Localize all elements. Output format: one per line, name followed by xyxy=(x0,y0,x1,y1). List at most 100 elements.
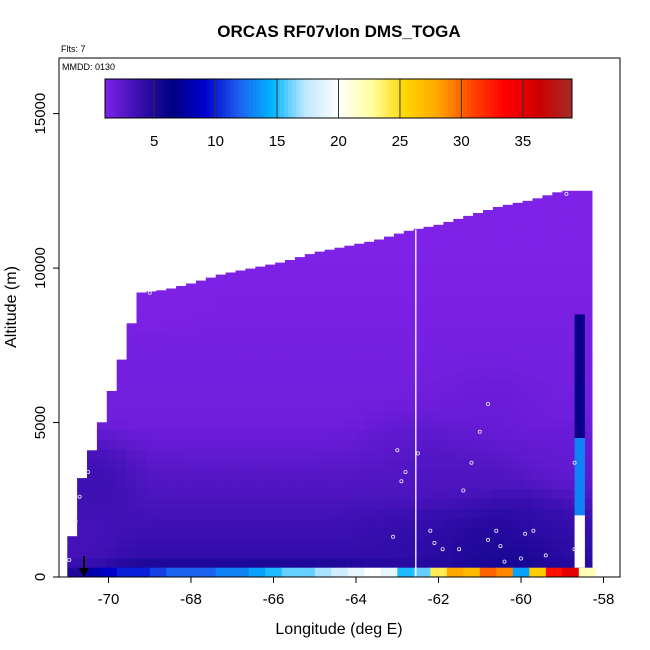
heatmap-cell xyxy=(562,478,573,490)
heatmap-cell xyxy=(195,518,207,529)
surface-cell xyxy=(562,567,580,577)
heatmap-cell xyxy=(245,271,256,282)
heatmap-cell xyxy=(245,340,256,351)
heatmap-cell xyxy=(106,478,118,490)
heatmap-cell xyxy=(186,508,197,519)
heatmap-cell xyxy=(225,290,237,302)
sample-point xyxy=(523,531,528,536)
heatmap-cell xyxy=(126,419,138,430)
heatmap-cell xyxy=(502,221,514,233)
heatmap-cell xyxy=(492,300,504,312)
date-label: MMDD: 0130 xyxy=(62,62,115,72)
heatmap-cell xyxy=(255,548,266,559)
heatmap-cell xyxy=(334,409,345,421)
heatmap-cell xyxy=(285,498,296,509)
heatmap-cell xyxy=(225,409,237,421)
heatmap-cell xyxy=(265,300,276,312)
heatmap-cell xyxy=(245,300,256,312)
heatmap-cell xyxy=(572,202,583,213)
heatmap-cell xyxy=(215,488,227,500)
colorbar-swatch xyxy=(501,79,507,118)
heatmap-cell xyxy=(255,340,266,351)
heatmap-cell xyxy=(384,399,395,411)
heatmap-cell xyxy=(87,518,98,529)
heatmap-cell xyxy=(344,320,355,332)
heatmap-cell xyxy=(285,548,296,559)
heatmap-cell xyxy=(344,310,355,322)
heatmap-cell xyxy=(492,241,504,252)
heatmap-cell xyxy=(532,459,543,470)
heatmap-cell xyxy=(384,379,395,391)
heatmap-cell xyxy=(304,261,316,272)
heatmap-cell xyxy=(502,330,514,341)
heatmap-cell xyxy=(522,389,534,401)
heatmap-cell xyxy=(136,379,147,391)
heatmap-cell xyxy=(275,557,286,569)
surface-cell xyxy=(149,567,167,577)
heatmap-cell xyxy=(334,538,345,549)
heatmap-cell xyxy=(156,508,167,519)
heatmap-cell xyxy=(473,330,484,341)
sample-point xyxy=(469,460,474,465)
heatmap-cell xyxy=(463,215,474,223)
heatmap-cell xyxy=(473,389,484,401)
heatmap-cell xyxy=(532,548,543,559)
heatmap-cell xyxy=(285,261,296,272)
sample-point xyxy=(502,559,507,564)
heatmap-cell xyxy=(156,300,167,312)
heatmap-cell xyxy=(492,419,504,430)
heatmap-cell xyxy=(542,389,553,401)
heatmap-cell xyxy=(195,330,207,341)
heatmap-cell xyxy=(126,323,138,332)
heatmap-cell xyxy=(384,449,395,460)
heatmap-cell xyxy=(512,350,524,361)
heatmap-cell xyxy=(235,449,246,460)
heatmap-cell xyxy=(285,330,296,341)
heatmap-cell xyxy=(374,399,385,411)
heatmap-cell xyxy=(304,281,316,292)
heatmap-cell xyxy=(384,281,395,292)
heatmap-cell xyxy=(423,340,435,351)
heatmap-cell xyxy=(304,310,316,322)
surface-cell xyxy=(298,567,316,577)
heatmap-cell xyxy=(146,310,157,322)
heatmap-cell xyxy=(215,419,227,430)
sample-point xyxy=(477,429,482,434)
colorbar-swatch xyxy=(357,79,363,118)
heatmap-cell xyxy=(225,518,237,529)
heatmap-cell xyxy=(245,350,256,361)
heatmap-cell xyxy=(324,379,336,391)
heatmap-cell xyxy=(473,399,484,411)
heatmap-cell xyxy=(393,557,405,569)
heatmap-cell xyxy=(522,300,534,312)
heatmap-cell xyxy=(235,557,246,569)
heatmap-cell xyxy=(562,281,573,292)
colorbar-swatch xyxy=(268,79,273,118)
heatmap-cell xyxy=(492,379,504,391)
heatmap-cell xyxy=(582,192,593,203)
heatmap-cell xyxy=(582,439,593,450)
heatmap-cell xyxy=(364,439,375,450)
heatmap-cell xyxy=(473,360,484,371)
heatmap-cell xyxy=(324,538,336,549)
heatmap-cell xyxy=(334,468,345,480)
heatmap-cell xyxy=(195,280,207,282)
heatmap-cell xyxy=(542,459,553,470)
heatmap-cell xyxy=(413,528,425,539)
heatmap-cell xyxy=(582,468,593,480)
heatmap-cell xyxy=(354,459,365,470)
heatmap-cell xyxy=(116,478,128,490)
heatmap-cell xyxy=(542,508,553,519)
heatmap-cell xyxy=(166,370,177,381)
heatmap-cell xyxy=(473,320,484,332)
heatmap-cell xyxy=(285,518,296,529)
heatmap-cell xyxy=(245,557,256,569)
colorbar-swatch xyxy=(198,79,203,118)
heatmap-cell xyxy=(483,221,494,233)
heatmap-cell xyxy=(364,350,375,361)
colorbar-swatch xyxy=(548,79,554,118)
heatmap-cell xyxy=(562,340,573,351)
heatmap-cell xyxy=(235,370,246,381)
heatmap-cell xyxy=(562,251,573,262)
heatmap-cell xyxy=(522,379,534,391)
